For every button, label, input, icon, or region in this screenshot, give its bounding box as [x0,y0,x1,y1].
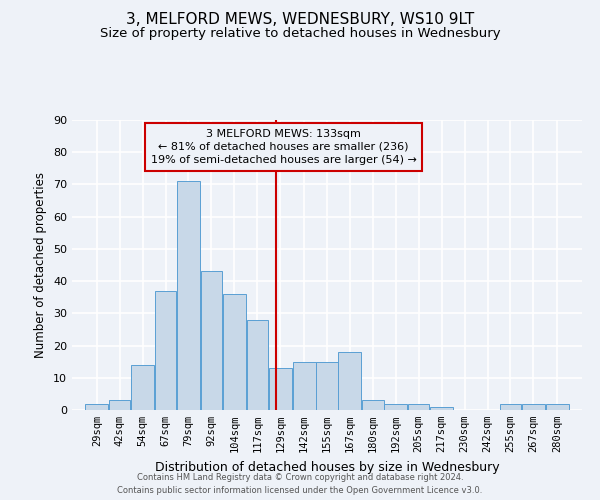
Bar [430,407,453,410]
Bar [293,362,316,410]
Bar [545,404,569,410]
Bar [338,352,361,410]
Bar [500,404,521,410]
Bar [109,400,130,410]
Bar [316,362,338,410]
Bar [201,272,222,410]
Bar [85,404,109,410]
Bar [131,365,154,410]
Bar [384,404,407,410]
Text: Size of property relative to detached houses in Wednesbury: Size of property relative to detached ho… [100,28,500,40]
Bar [408,404,430,410]
Text: Contains HM Land Registry data © Crown copyright and database right 2024.
Contai: Contains HM Land Registry data © Crown c… [118,474,482,495]
Text: 3, MELFORD MEWS, WEDNESBURY, WS10 9LT: 3, MELFORD MEWS, WEDNESBURY, WS10 9LT [126,12,474,28]
Bar [177,181,200,410]
Bar [269,368,292,410]
Bar [223,294,246,410]
Bar [362,400,383,410]
Bar [155,291,176,410]
X-axis label: Distribution of detached houses by size in Wednesbury: Distribution of detached houses by size … [155,460,499,473]
Bar [522,404,545,410]
Y-axis label: Number of detached properties: Number of detached properties [34,172,47,358]
Text: 3 MELFORD MEWS: 133sqm
← 81% of detached houses are smaller (236)
19% of semi-de: 3 MELFORD MEWS: 133sqm ← 81% of detached… [151,128,416,165]
Bar [247,320,268,410]
